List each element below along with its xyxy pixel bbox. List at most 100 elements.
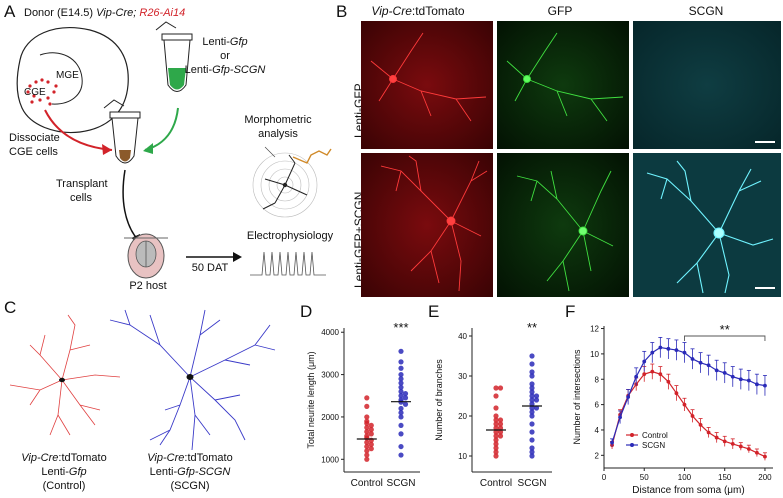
data-point xyxy=(493,441,499,447)
data-point xyxy=(674,348,679,352)
data-point xyxy=(364,395,370,401)
chart-d: 1000 2000 3000 4000 Total neurite length (μm… xyxy=(306,320,420,489)
data-point xyxy=(364,420,370,426)
data-point xyxy=(398,376,404,382)
data-point xyxy=(746,447,751,451)
data-point xyxy=(533,397,540,403)
neuron-r2-scgn xyxy=(646,160,774,294)
data-point xyxy=(398,371,404,378)
data-point xyxy=(698,422,703,427)
data-point xyxy=(634,374,639,379)
data-point xyxy=(364,452,370,458)
data-point xyxy=(402,401,409,407)
panel-label-b: B xyxy=(336,2,348,21)
neuron-r2-gfp xyxy=(516,170,614,292)
data-point xyxy=(402,391,409,397)
col-title-scgn: SCGN xyxy=(688,4,724,18)
x-tick-label: 100 xyxy=(678,473,692,482)
data-point xyxy=(493,425,499,431)
micrograph-grid xyxy=(361,21,781,297)
data-point xyxy=(674,391,679,396)
lenti-tube xyxy=(155,21,193,92)
data-point xyxy=(493,385,499,391)
image-r2-tdtomato xyxy=(361,153,493,297)
data-point xyxy=(755,382,759,387)
data-point xyxy=(529,353,535,359)
data-point xyxy=(650,369,655,374)
data-point xyxy=(658,372,663,377)
data-point xyxy=(698,360,703,365)
host-label: P2 host xyxy=(129,280,167,292)
injection-line xyxy=(122,169,139,241)
data-point xyxy=(763,383,767,388)
c-left-line3: (Control) xyxy=(42,480,86,492)
data-point xyxy=(706,430,711,435)
cge-dots xyxy=(26,78,58,106)
electrophysiology-label: Electrophysiology xyxy=(246,230,334,242)
image-r2-gfp xyxy=(497,153,629,297)
data-point xyxy=(402,395,409,401)
data-point xyxy=(364,403,370,409)
data-point xyxy=(529,389,535,395)
dat-label: 50 DAT xyxy=(191,262,229,274)
data-point xyxy=(682,350,687,355)
panel-label-a: A xyxy=(4,2,16,21)
chart-e: 10 20 30 40 Number of branches Control SCGN ** xyxy=(434,320,552,489)
c-right-line3: (SCGN) xyxy=(170,480,210,492)
lenti-gfp-scgn-label: Lenti-Gfp-SCGN xyxy=(184,64,266,76)
data-point xyxy=(650,350,655,355)
dissociate-label: Dissociate xyxy=(9,132,60,144)
legend-marker xyxy=(630,443,634,447)
data-point xyxy=(497,421,504,427)
significance-bracket xyxy=(684,335,766,341)
data-point xyxy=(493,437,499,443)
y-tick-label: 8 xyxy=(595,375,600,384)
data-point xyxy=(666,379,671,384)
data-point xyxy=(364,429,370,435)
neuron-r1-tdtomato xyxy=(370,32,487,122)
data-point xyxy=(533,393,540,399)
image-r1-gfp xyxy=(497,21,629,149)
data-point xyxy=(730,442,735,446)
data-point xyxy=(364,456,370,462)
y-tick-label: 3000 xyxy=(321,371,339,380)
ventricle-line xyxy=(39,52,83,105)
sholl-icon xyxy=(252,146,332,218)
data-point xyxy=(398,452,404,458)
data-point xyxy=(529,397,535,403)
data-point xyxy=(706,363,711,368)
y-tick-label: 4 xyxy=(595,426,600,435)
data-point xyxy=(493,433,499,439)
panel-label-e: E xyxy=(428,302,440,321)
y-axis-label: Number of intersections xyxy=(572,349,582,445)
neuron-r1-gfp xyxy=(506,32,624,122)
y-tick-label: 2 xyxy=(595,451,600,460)
data-point xyxy=(714,368,719,373)
c-left-line1: Vip-Cre:tdTomato xyxy=(21,452,107,464)
data-point xyxy=(493,445,499,451)
green-arrow xyxy=(144,107,179,151)
y-axis-label: Number of branches xyxy=(434,359,444,441)
series-line xyxy=(611,346,766,443)
category-label: Control xyxy=(351,478,383,489)
data-point xyxy=(746,378,751,383)
data-point xyxy=(368,441,374,448)
x-tick-label: 50 xyxy=(640,473,649,482)
data-point xyxy=(626,395,631,399)
data-point xyxy=(610,440,614,445)
data-point xyxy=(738,444,743,449)
data-point xyxy=(529,381,535,387)
data-point xyxy=(714,435,719,440)
data-point xyxy=(398,384,404,390)
significance-marker: ** xyxy=(527,320,537,335)
y-axis-label: Total neurite length (μm) xyxy=(306,351,316,448)
data-point xyxy=(722,371,727,375)
lenti-gfp-label: Lenti-Gfp xyxy=(202,36,248,48)
mge-label: MGE xyxy=(56,70,79,81)
cge-label: CGE xyxy=(24,87,46,98)
category-label: SCGN xyxy=(387,478,416,489)
data-point xyxy=(529,369,535,375)
transplant-label: Transplant xyxy=(56,178,108,190)
data-point xyxy=(529,409,535,415)
